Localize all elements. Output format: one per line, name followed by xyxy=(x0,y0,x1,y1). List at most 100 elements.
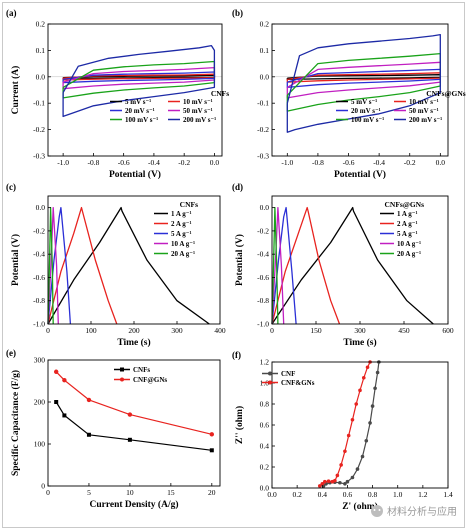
y-tick-label: 200 xyxy=(34,398,46,407)
legend-label: 5 mV s⁻¹ xyxy=(125,98,151,106)
x-tick-label: 0.8 xyxy=(368,490,378,499)
legend-label: 20 mV s⁻¹ xyxy=(125,107,155,115)
x-axis-label: Time (s) xyxy=(343,337,376,348)
watermark-text: 材料分析与应用 xyxy=(387,505,457,518)
y-axis-label: Z'' (ohm) xyxy=(234,406,245,444)
legend-label: CNF&GNs xyxy=(281,379,315,387)
legend-label: 2 A g⁻¹ xyxy=(397,220,418,228)
x-tick-label: 1.4 xyxy=(443,490,453,499)
legend-label: CNF@GNs xyxy=(133,376,167,384)
x-tick-label: 15 xyxy=(167,488,175,497)
x-tick-label: -0.8 xyxy=(87,158,99,167)
x-tick-label: -0.8 xyxy=(312,158,324,167)
legend-label: 5 A g⁻¹ xyxy=(397,230,418,238)
x-tick-label: 0.0 xyxy=(436,158,446,167)
series-line-0 xyxy=(55,401,212,451)
legend-label: 10 A g⁻¹ xyxy=(397,240,421,248)
x-tick-label: 600 xyxy=(442,326,454,335)
data-point xyxy=(335,473,340,478)
series-line-5 xyxy=(286,33,441,133)
data-point xyxy=(53,369,59,374)
data-point xyxy=(209,432,215,437)
legend-label: 20 A g⁻¹ xyxy=(171,250,195,258)
y-tick-label: 0.2 xyxy=(260,20,270,29)
x-tick-label: 0 xyxy=(270,326,274,335)
y-tick-label: -0.3 xyxy=(257,152,269,161)
legend-label: 10 A g⁻¹ xyxy=(171,240,195,248)
legend: CNFs CNF@GNs xyxy=(114,366,167,384)
panel-letter: (f) xyxy=(232,350,241,360)
y-axis-label: Specific Capacitance (F/g) xyxy=(10,370,21,476)
y-tick-label: -0.1 xyxy=(257,99,269,108)
data-point xyxy=(320,482,325,486)
y-tick-label: 0.4 xyxy=(260,442,270,451)
y-tick-label: 0 xyxy=(41,482,45,491)
legend-marker xyxy=(268,371,272,376)
x-tick-label: -0.2 xyxy=(404,158,416,167)
data-point xyxy=(339,463,343,467)
x-tick-label: -0.6 xyxy=(118,158,130,167)
data-point xyxy=(360,454,365,459)
x-tick-label: 1.0 xyxy=(393,490,403,499)
legend-label: 5 A g⁻¹ xyxy=(171,230,192,238)
y-tick-label: 0.6 xyxy=(260,421,270,430)
panel-b: (b) -1.0 -0.8 -0.6 -0.4 -0.2 0.0 -0.3 -0.2 -0.1 0.… xyxy=(232,8,466,180)
data-point xyxy=(54,400,59,404)
y-tick-label: -0.2 xyxy=(257,125,269,134)
panel-letter: (a) xyxy=(6,8,17,18)
x-tick-label: -1.0 xyxy=(57,158,69,167)
y-tick-label: 0.2 xyxy=(260,463,270,472)
panel-d: (d) 0 150 300 450 600 -1.0 -0.8 -0.6 -0.4 -0.2 0.0 T… xyxy=(232,182,454,348)
data-point xyxy=(86,432,91,437)
data-point xyxy=(368,421,372,425)
data-point xyxy=(127,437,132,442)
series-line-5 xyxy=(62,44,216,118)
x-tick-label: 200 xyxy=(128,326,140,335)
plot-frame xyxy=(271,23,449,157)
legend-label: 100 mV s⁻¹ xyxy=(125,116,158,124)
x-tick-label: 0.0 xyxy=(210,158,220,167)
x-tick-label: 0 xyxy=(46,326,50,335)
legend-title: CNFs@GNs xyxy=(385,200,425,209)
x-tick-label: 100 xyxy=(85,326,97,335)
legend: CNFs 5 mV s⁻¹ 10 mV s⁻¹ 20 mV s⁻¹ 50 mV s⁻¹ 1… xyxy=(110,89,229,124)
y-tick-label: 0.0 xyxy=(260,203,270,212)
y-axis-label: Current (A) xyxy=(10,66,21,115)
legend-label: CNF xyxy=(281,370,295,378)
x-tick-label: 20 xyxy=(208,488,216,497)
series-line-0 xyxy=(47,206,210,325)
data-point xyxy=(343,449,347,454)
legend-label: 1 A g⁻¹ xyxy=(397,210,418,218)
data-point xyxy=(326,479,331,483)
data-point xyxy=(62,413,67,418)
x-tick-label: 0.4 xyxy=(318,490,328,499)
legend-title: CNFs xyxy=(211,89,229,98)
x-tick-label: 150 xyxy=(310,326,322,335)
x-tick-label: 300 xyxy=(171,326,183,335)
x-tick-label: 300 xyxy=(354,326,366,335)
legend-label: 20 A g⁻¹ xyxy=(397,250,421,258)
y-tick-label: -0.3 xyxy=(33,152,45,161)
y-tick-label: 0.1 xyxy=(36,46,46,55)
x-tick-label: 0.2 xyxy=(292,490,302,499)
y-tick-label: -1.0 xyxy=(257,320,269,329)
y-tick-label: -0.2 xyxy=(33,226,45,235)
y-tick-label: -0.8 xyxy=(33,296,45,305)
y-tick-label: 100 xyxy=(34,440,46,449)
x-tick-label: 450 xyxy=(398,326,410,335)
y-tick-label: -0.4 xyxy=(257,250,269,259)
legend-label: CNFs xyxy=(133,366,150,374)
plot-frame xyxy=(47,23,223,157)
legend-marker xyxy=(120,377,124,382)
panel-c: (c) 0 100 200 300 400 -1.0 -0.8 -0.6 -0.4 -0.2 0.0 T… xyxy=(6,182,226,348)
y-tick-label: 0.8 xyxy=(260,400,270,409)
series-line-0 xyxy=(271,206,434,325)
y-tick-label: -0.8 xyxy=(257,296,269,305)
x-axis-label: Current Density (A/g) xyxy=(89,499,178,510)
x-tick-label: 0.0 xyxy=(267,490,277,499)
